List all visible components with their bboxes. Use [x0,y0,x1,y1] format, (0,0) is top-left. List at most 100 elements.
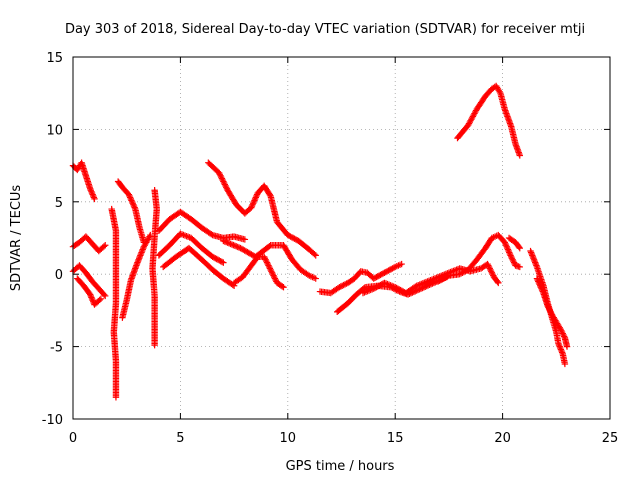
data-point-marker [504,244,511,252]
data-point-marker [503,243,510,250]
data-point-marker [279,283,286,290]
data-point-marker [508,255,516,262]
data-point-marker [270,272,277,279]
data-point-marker [536,281,543,288]
data-point-marker [504,246,512,253]
data-point-marker [218,175,226,182]
data-point-marker [86,291,94,298]
data-point-marker [87,292,94,300]
data-point-marker [495,279,502,287]
data-point-marker [267,266,274,274]
data-series [205,159,319,259]
data-point-marker [253,192,260,200]
data-point-marker [89,191,96,198]
chart-title: Day 303 of 2018, Sidereal Day-to-day VTE… [65,22,585,37]
data-point-marker [312,275,319,282]
data-point-marker [128,197,135,204]
data-point-marker [220,179,228,187]
data-point-marker [555,341,563,349]
data-point-marker [509,256,516,263]
data-point-marker [223,185,231,192]
data-series [114,178,148,246]
data-point-marker [102,242,109,249]
data-point-marker [248,202,256,210]
data-point-marker [516,244,523,252]
data-point-marker [218,258,226,266]
data-point-marker [223,184,230,191]
data-point-marker [221,181,228,188]
data-point-marker [535,278,542,285]
data-series [454,82,523,159]
data-series [434,231,523,285]
data-point-marker [269,271,276,278]
data-point-marker [340,281,347,289]
data-point-marker [248,204,255,211]
data-point-marker [130,202,138,210]
data-point-marker [557,326,564,333]
data-point-marker [263,259,271,266]
data-point-marker [510,257,517,265]
data-point-marker [412,283,419,290]
data-point-marker [558,347,565,355]
data-point-marker [506,249,513,256]
data-series [119,231,154,321]
data-point-marker [217,172,224,179]
y-tick-label: 15 [46,51,63,66]
data-point-marker [486,265,493,272]
data-point-marker [547,308,554,316]
data-point-marker [241,236,249,243]
data-point-marker [311,251,318,258]
data-point-marker [112,394,120,401]
data-point-marker [130,201,137,208]
data-point-marker [272,276,279,284]
data-point-marker [271,275,279,282]
data-point-marker [555,340,562,347]
ticks-layer [72,56,611,420]
data-point-marker [516,152,523,159]
data-point-marker [89,297,96,304]
data-point-marker [230,241,237,249]
data-point-marker [546,307,554,314]
data-point-marker [261,255,269,262]
data-point-marker [488,269,496,276]
data-point-marker [266,243,273,250]
data-point-marker [260,253,268,261]
data-point-marker [251,197,258,204]
data-point-marker [270,273,278,281]
data-point-marker [216,171,223,178]
data-point-marker [219,176,226,184]
data-point-marker [515,243,523,251]
data-series [505,234,523,252]
data-point-marker [125,191,133,198]
data-point-marker [87,187,94,194]
data-point-marker [535,279,543,287]
data-point-marker [424,282,432,289]
data-point-marker [557,344,564,352]
data-point-marker [97,295,105,303]
data-point-marker [265,263,273,271]
data-point-marker [268,268,275,275]
data-point-marker [266,191,274,198]
x-tick-label: 20 [494,431,511,446]
data-point-marker [220,237,227,245]
data-point-marker [266,265,274,272]
data-point-marker [90,194,98,201]
data-point-marker [88,295,96,303]
data-point-marker [126,194,134,201]
data-point-marker [224,239,231,246]
data-point-marker [360,285,368,292]
data-series [316,260,405,297]
data-point-marker [505,247,512,255]
data-point-marker [225,240,233,247]
x-axis-label: GPS time / hours [286,459,395,474]
data-point-marker [264,260,271,268]
data-series [69,262,109,300]
data-point-marker [250,198,258,205]
data-series [155,230,227,266]
data-point-marker [538,285,545,292]
y-tick-label: -10 [42,413,63,428]
data-point-marker [228,241,236,248]
data-point-marker [560,333,568,340]
data-series [155,208,249,243]
